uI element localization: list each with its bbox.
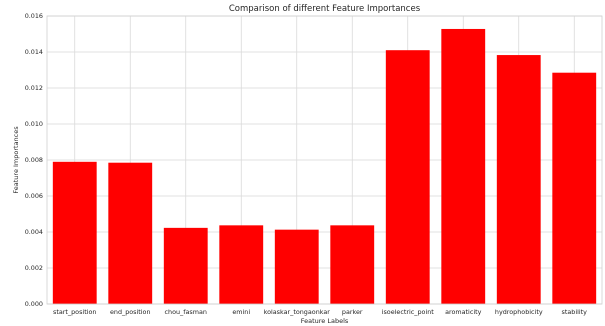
y-tick-label: 0.000 [25,300,43,308]
bar-emini [219,225,264,304]
x-tick-label: hydrophobicity [495,308,543,316]
x-axis-label: Feature Labels [301,317,349,325]
x-tick-label: isoelectric_point [382,308,435,316]
y-tick-label: 0.012 [25,84,43,92]
bar-kolaskar-tongaonkar [274,229,319,304]
x-tick-label: end_position [110,308,151,316]
y-tick-label: 0.004 [25,228,43,236]
y-tick-label: 0.008 [25,156,43,164]
y-tick-label: 0.010 [25,120,43,128]
chart-title: Comparison of different Feature Importan… [229,4,421,14]
y-tick-label: 0.002 [25,264,43,272]
x-tick-label: chou_fasman [165,308,207,316]
bar-hydrophobicity [496,55,541,305]
bar-isoelectric-point [385,50,430,305]
y-axis-label: Feature Importances [12,126,20,194]
bar-chou-fasman [163,227,208,304]
x-tick-label: aromaticity [445,308,482,316]
plot-frame [46,15,603,305]
x-tick-label: kolaskar_tongaonkar [264,308,331,316]
x-tick-label: parker [342,308,363,316]
bar-start-position [52,161,97,304]
bar-parker [330,225,375,304]
y-axis-ticks: 0.000 0.002 0.004 0.006 0.008 0.010 0.012 0.014… [25,12,43,308]
x-tick-label: emini [232,308,250,316]
x-tick-label: start_position [53,308,96,316]
x-axis-ticks: start_position end_position chou_fasman emi… [53,308,587,316]
y-tick-label: 0.006 [25,192,43,200]
bar-aromaticity [441,28,486,305]
bar-stability [552,72,597,304]
y-tick-label: 0.016 [25,12,43,20]
bar-end-position [108,162,153,304]
x-tick-label: stability [562,308,588,316]
y-tick-label: 0.014 [25,48,43,56]
bars [52,28,597,305]
